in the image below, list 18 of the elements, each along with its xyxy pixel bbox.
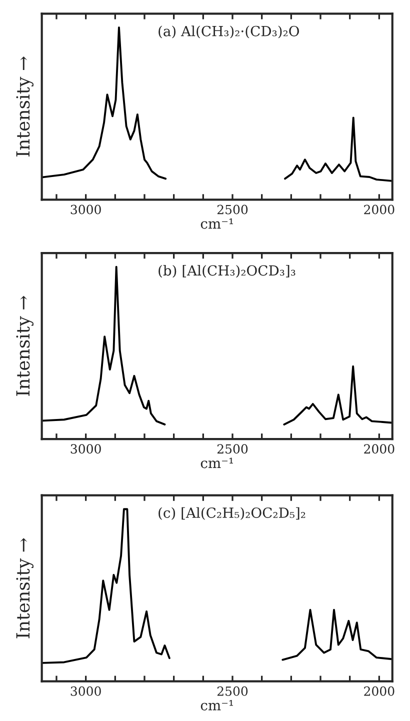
x-tick-label: 2000	[364, 204, 394, 214]
x-tick-label: 3000	[70, 444, 101, 454]
x-tick-label: 2000	[364, 444, 394, 454]
y-axis-title: Intensity →	[16, 538, 34, 638]
y-axis-title: Intensity →	[16, 296, 34, 396]
x-axis-title: cm⁻¹	[200, 700, 233, 710]
x-tick-label: 3000	[70, 686, 101, 696]
chart-title: (c) [Al(C₂H₅)₂OC₂D₅]₂	[158, 507, 306, 520]
x-tick-label: 2500	[217, 444, 248, 454]
chart-title: (a) Al(CH₃)₂·(CD₃)₂O	[158, 26, 299, 38]
x-tick-label: 2000	[364, 686, 394, 696]
x-tick-label: 2500	[217, 686, 248, 696]
x-tick-label: 3000	[70, 204, 101, 214]
x-axis-title: cm⁻¹	[200, 458, 233, 468]
chart-title: (b) [Al(CH₃)₂OCD₃]₃	[158, 264, 296, 278]
x-tick-label: 2500	[217, 204, 248, 214]
y-axis-title: Intensity →	[16, 56, 34, 157]
x-axis-title: cm⁻¹	[200, 218, 233, 229]
